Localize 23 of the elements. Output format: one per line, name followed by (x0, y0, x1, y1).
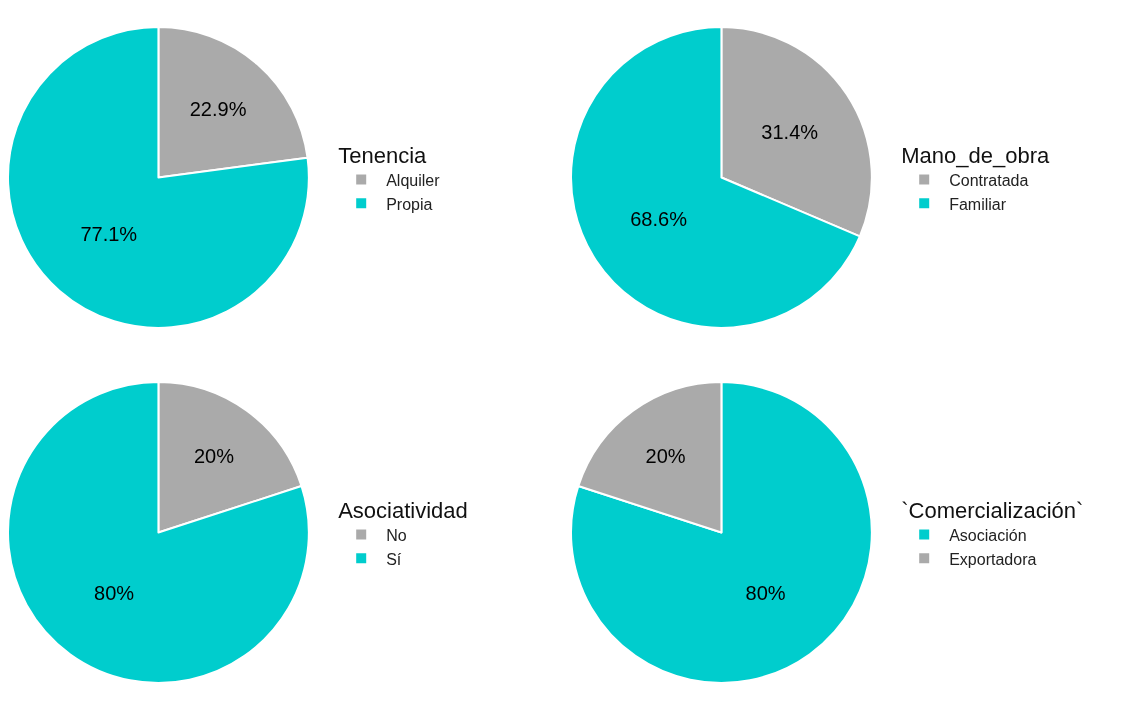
legend-label: Propia (386, 195, 433, 213)
data-label: 22.9% (189, 98, 247, 121)
data-label: 80% (745, 582, 786, 605)
legend-label: Alquiler (386, 171, 441, 189)
legend-label: Exportadora (949, 550, 1037, 568)
data-label: 20% (193, 444, 235, 467)
legend-label: Asociación (949, 526, 1027, 544)
data-label: 68.6% (630, 207, 688, 230)
legend-label: No (386, 526, 407, 544)
legend-label: Familiar (949, 195, 1007, 213)
legend-title: Asociatividad (338, 497, 468, 523)
legend-label: Contratada (949, 171, 1029, 189)
pie-slice (570, 381, 873, 684)
legend-title: Tenencia (338, 142, 428, 168)
data-label: 31.4% (761, 121, 819, 144)
pie-slice (7, 26, 310, 329)
pie-slice (7, 381, 310, 684)
data-label: 80% (94, 582, 135, 605)
data-label: 20% (645, 444, 686, 467)
legend-title: `Comercialización` (901, 497, 1084, 523)
legend-label: Sí (386, 550, 402, 568)
legend-title: Mano_de_obra (901, 142, 1050, 168)
data-label: 77.1% (80, 223, 138, 246)
